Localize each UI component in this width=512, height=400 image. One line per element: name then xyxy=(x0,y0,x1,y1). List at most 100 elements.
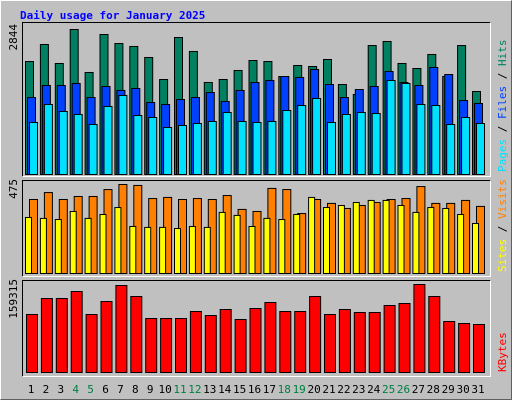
bar xyxy=(222,112,232,176)
bar xyxy=(85,314,98,373)
bar xyxy=(443,321,456,373)
bar xyxy=(308,196,316,274)
x-tick-label: 4 xyxy=(72,383,79,396)
bar xyxy=(118,94,128,175)
bar xyxy=(267,120,277,175)
bar xyxy=(356,112,366,176)
bar xyxy=(233,214,241,274)
bar xyxy=(427,207,435,274)
bar xyxy=(412,211,420,274)
x-tick-label: 17 xyxy=(263,383,276,396)
bar xyxy=(458,322,471,374)
bar xyxy=(84,217,92,274)
x-tick-label: 8 xyxy=(132,383,139,396)
bar xyxy=(73,113,83,175)
bar xyxy=(353,311,366,374)
bar xyxy=(341,113,351,175)
bar xyxy=(278,219,286,274)
x-tick-label: 1 xyxy=(28,383,35,396)
bar xyxy=(114,207,122,274)
bar xyxy=(472,222,479,274)
bar xyxy=(431,105,441,175)
x-tick-label: 24 xyxy=(367,383,381,396)
bar xyxy=(219,309,232,373)
bar xyxy=(263,217,271,274)
x-tick-label: 16 xyxy=(248,383,261,396)
bar xyxy=(383,304,396,374)
bar xyxy=(461,116,471,175)
x-tick-label: 2 xyxy=(43,383,50,396)
chart-title: Daily usage for January 2025 xyxy=(20,9,205,22)
bar xyxy=(398,302,411,373)
bar xyxy=(99,213,107,274)
bar xyxy=(327,121,336,175)
bar xyxy=(103,105,113,175)
bar xyxy=(39,217,47,274)
bar xyxy=(323,207,330,274)
bar xyxy=(352,201,360,274)
legend-entry: Pages xyxy=(496,139,509,172)
x-tick-label: 20 xyxy=(307,383,320,396)
bar xyxy=(54,219,62,274)
bar xyxy=(175,317,187,374)
bar xyxy=(188,225,196,274)
bar xyxy=(293,213,301,274)
legend-entry: Visits xyxy=(496,179,509,219)
bar xyxy=(192,123,202,175)
x-tick-label: 30 xyxy=(456,383,469,396)
bar xyxy=(159,226,167,274)
bar xyxy=(218,211,226,274)
bar xyxy=(413,284,426,373)
x-tick-label: 19 xyxy=(293,383,306,396)
panel-border xyxy=(22,280,491,377)
bar xyxy=(69,210,77,274)
bar xyxy=(386,79,396,175)
x-tick-label: 27 xyxy=(412,383,425,396)
panel-border xyxy=(22,280,491,377)
x-tick-label: 6 xyxy=(102,383,109,396)
bar xyxy=(70,291,83,373)
bar xyxy=(371,113,381,176)
bar xyxy=(58,110,68,175)
legend: Sites / Visits xyxy=(496,179,509,272)
bar xyxy=(40,297,53,374)
bar xyxy=(297,105,307,175)
bar xyxy=(43,103,53,175)
bar xyxy=(133,115,143,176)
bar xyxy=(473,324,485,374)
bar xyxy=(337,204,345,274)
bar xyxy=(248,225,256,274)
legend-entry: Sites xyxy=(496,239,509,272)
bar xyxy=(279,311,292,374)
x-tick-label: 12 xyxy=(188,383,201,396)
bar xyxy=(203,226,211,274)
x-tick-label: 22 xyxy=(337,383,350,396)
legend-separator: / xyxy=(496,219,509,239)
x-tick-label: 7 xyxy=(117,383,124,396)
bar xyxy=(174,228,181,275)
bar xyxy=(55,297,68,374)
x-tick-label: 23 xyxy=(352,383,365,396)
bar xyxy=(252,121,262,175)
bar xyxy=(100,301,113,373)
y-tick-label: 2844 xyxy=(7,24,20,51)
legend-entry: Hits xyxy=(496,40,509,67)
bar xyxy=(457,213,465,274)
bar xyxy=(237,120,247,175)
bar xyxy=(144,226,152,274)
x-tick-label: 21 xyxy=(322,383,335,396)
bar xyxy=(397,204,405,274)
bar xyxy=(234,319,247,373)
bar xyxy=(442,207,450,274)
bar xyxy=(178,125,187,175)
x-tick-label: 18 xyxy=(278,383,291,396)
bar xyxy=(29,121,38,175)
x-tick-label: 10 xyxy=(158,383,171,396)
legend-entry: Files xyxy=(496,86,509,119)
legend-entry: KBytes xyxy=(496,332,509,372)
bar xyxy=(26,314,38,373)
bar xyxy=(115,284,128,374)
bar xyxy=(367,199,375,274)
bar xyxy=(129,225,137,274)
